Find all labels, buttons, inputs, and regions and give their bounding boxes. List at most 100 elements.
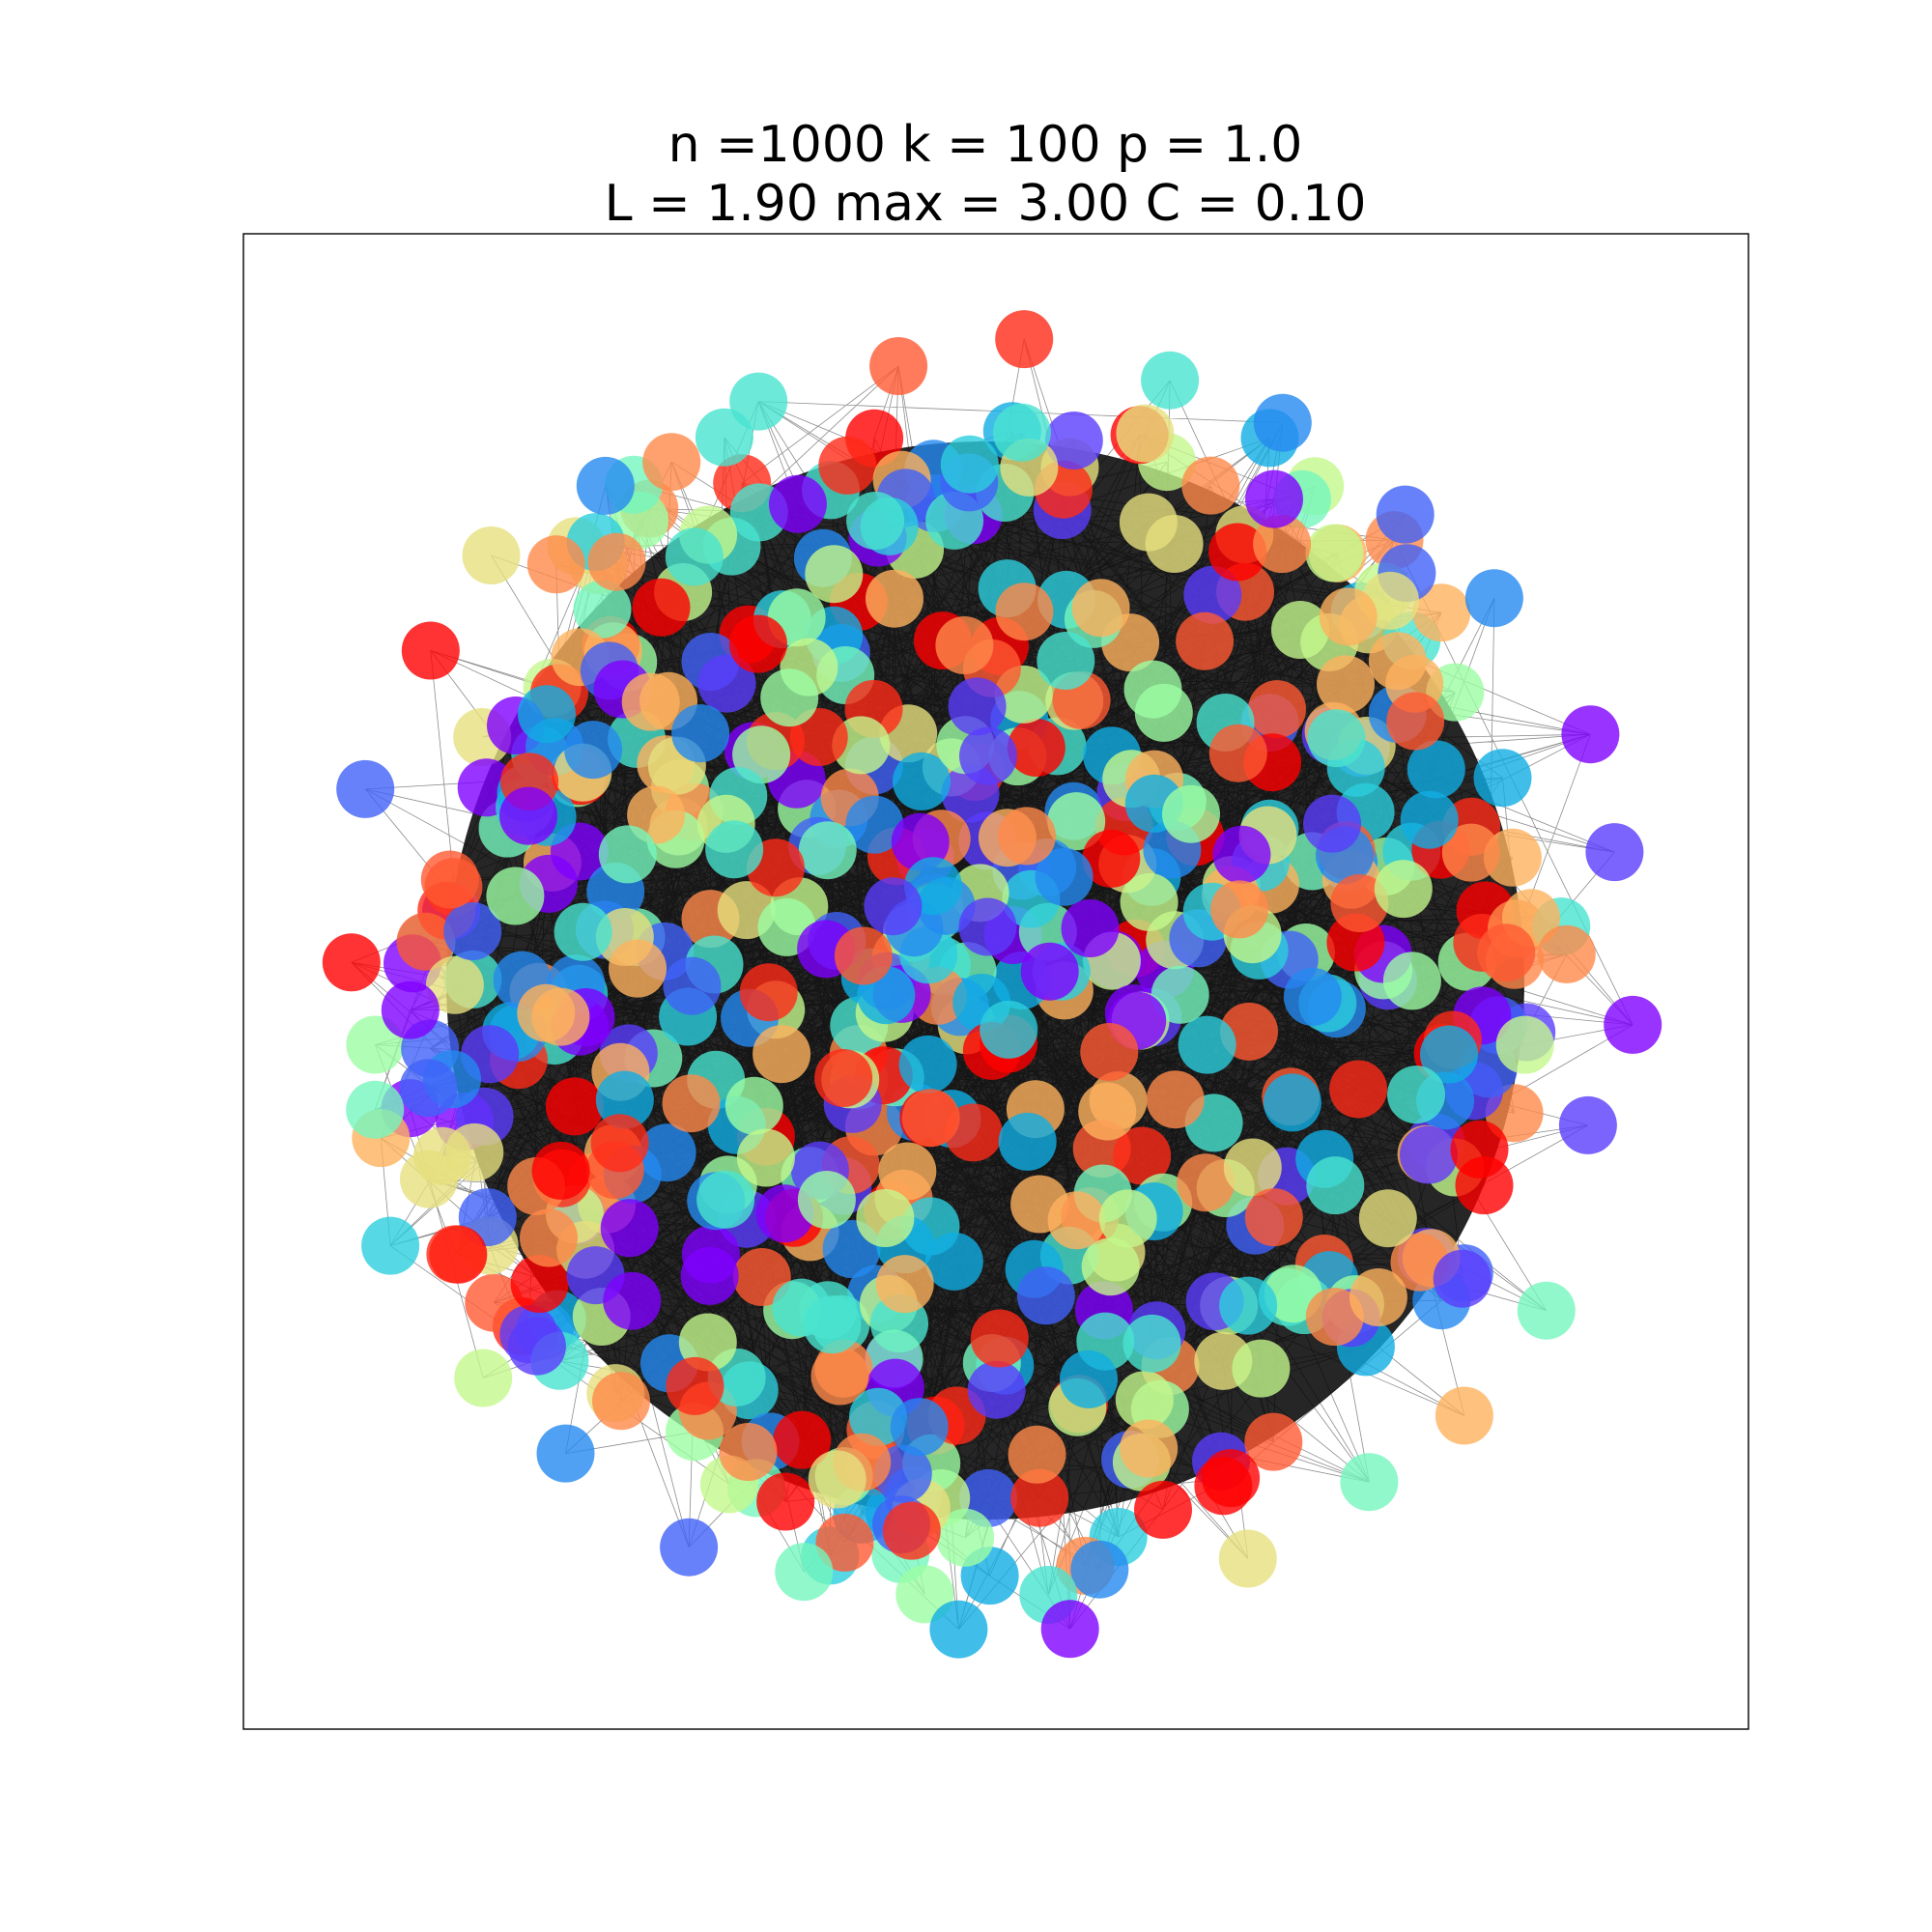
graph-node <box>1537 924 1596 983</box>
graph-node <box>719 1423 778 1481</box>
graph-node <box>1283 967 1342 1026</box>
graph-node <box>1120 1419 1179 1478</box>
graph-node <box>775 1543 834 1602</box>
graph-node <box>891 812 950 871</box>
graph-node <box>967 1360 1026 1419</box>
graph-node <box>1178 1015 1236 1074</box>
graph-node <box>1305 524 1364 582</box>
graph-node <box>554 902 612 961</box>
graph-node <box>1141 351 1200 410</box>
graph-node <box>454 1349 513 1407</box>
graph-node <box>1047 1191 1106 1250</box>
graph-node <box>846 492 905 550</box>
graph-node <box>520 1208 578 1267</box>
graph-node <box>948 677 1007 736</box>
graph-node <box>445 1122 504 1181</box>
graph-node <box>518 685 576 744</box>
graph-node <box>697 654 756 713</box>
graph-node <box>1037 632 1095 690</box>
graph-node <box>1317 655 1375 714</box>
graph-node <box>1585 823 1644 882</box>
graph-node <box>760 668 819 727</box>
graph-node <box>1400 1125 1458 1184</box>
graph-node <box>1307 709 1366 768</box>
graph-node <box>642 433 701 492</box>
graph-node <box>1464 569 1523 628</box>
graph-node <box>789 708 848 766</box>
graph-node <box>1020 942 1079 1001</box>
graph-node <box>893 752 951 810</box>
graph-node <box>1060 1350 1118 1408</box>
graph-node <box>1495 1015 1554 1074</box>
graph-node <box>425 955 484 1014</box>
graph-node <box>680 1246 739 1305</box>
graph-node <box>882 1501 941 1560</box>
graph-node <box>805 545 864 604</box>
graph-node <box>814 1049 873 1107</box>
graph-node <box>768 474 827 533</box>
graph-node <box>736 1128 795 1187</box>
graph-node <box>1604 995 1662 1054</box>
graph-node <box>1253 393 1312 452</box>
graph-node <box>531 1141 590 1200</box>
graph-node <box>1358 1189 1417 1248</box>
graph-node <box>1382 952 1441 1010</box>
graph-node <box>753 1025 811 1084</box>
graph-node <box>1374 860 1433 919</box>
graph-node <box>1008 1425 1066 1484</box>
graph-node <box>1134 1480 1192 1539</box>
graph-node <box>1305 1288 1364 1347</box>
graph-node <box>1007 719 1065 777</box>
graph-node <box>443 902 502 960</box>
graph-node <box>1329 1060 1388 1119</box>
graph-node <box>803 1295 862 1354</box>
graph-node <box>632 578 691 637</box>
graph-node <box>1016 1266 1075 1325</box>
graph-node <box>1162 784 1220 843</box>
chart-title-line-1: n =1000 k = 100 p = 1.0 <box>668 116 1303 174</box>
graph-node <box>671 704 730 763</box>
graph-node <box>866 569 923 628</box>
graph-node <box>1176 611 1235 670</box>
graph-node <box>1319 587 1378 646</box>
graph-node <box>361 1216 420 1275</box>
graph-node <box>773 1410 832 1469</box>
graph-node <box>1113 1126 1172 1185</box>
graph-node <box>1098 1189 1157 1248</box>
graph-node <box>818 436 877 495</box>
graph-node <box>1561 705 1620 764</box>
chart-title-line-2: L = 1.90 max = 3.00 C = 0.10 <box>605 175 1367 233</box>
graph-node <box>666 1356 724 1415</box>
graph-node <box>798 821 857 880</box>
graph-node <box>808 1450 867 1509</box>
graph-node <box>665 527 724 586</box>
graph-node <box>517 983 576 1042</box>
graph-node <box>1040 1600 1099 1659</box>
graph-node <box>1078 1082 1137 1141</box>
graph-node <box>1071 579 1130 638</box>
graph-node <box>603 1271 662 1330</box>
graph-node <box>1420 1025 1478 1084</box>
graph-node <box>940 435 999 494</box>
graph-node <box>995 582 1054 641</box>
graph-node <box>420 850 479 909</box>
graph-node <box>1218 1529 1277 1588</box>
graph-node <box>924 1232 983 1291</box>
graph-node <box>1010 1468 1069 1527</box>
graph-node <box>660 1518 719 1577</box>
graph-node <box>901 1089 960 1148</box>
graph-node <box>322 933 381 992</box>
graph-node <box>1212 825 1271 884</box>
graph-node <box>810 1347 869 1406</box>
graph-node <box>1210 880 1269 939</box>
graph-node <box>929 1600 988 1659</box>
graph-node <box>507 1317 566 1376</box>
graph-node <box>998 807 1056 866</box>
graph-node <box>1146 1070 1205 1129</box>
graph-node <box>1061 899 1120 957</box>
graph-node <box>878 1142 937 1201</box>
graph-node <box>381 980 440 1039</box>
graph-node <box>595 1070 654 1129</box>
graph-node <box>797 1171 856 1229</box>
